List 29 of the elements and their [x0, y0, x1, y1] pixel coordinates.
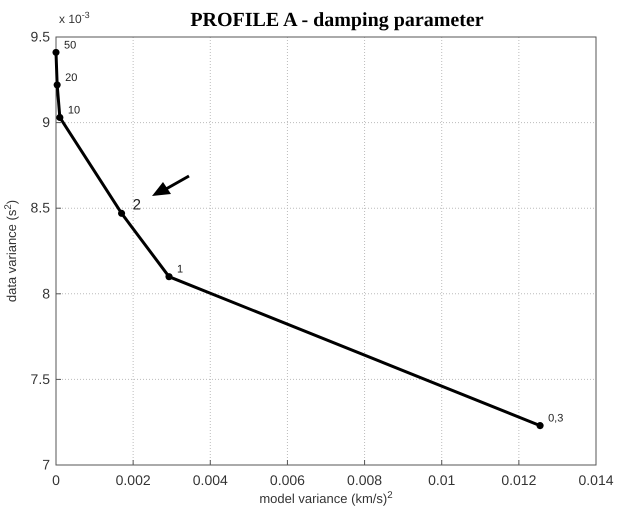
annotation: 2 — [132, 196, 141, 214]
point — [56, 114, 64, 122]
x-tick-label: 0 — [52, 472, 60, 488]
annotation: 10 — [68, 104, 80, 116]
x-tick-label: 0.008 — [347, 472, 382, 488]
annotation: 20 — [65, 72, 78, 84]
x-tick-label: 0.006 — [270, 472, 306, 488]
point — [52, 48, 60, 56]
y-tick-label: 7.5 — [30, 370, 50, 387]
point — [165, 273, 173, 280]
annotation: 50 — [64, 39, 76, 52]
annotation: 0,3 — [548, 412, 564, 425]
x-tick-label: 0.004 — [192, 472, 228, 488]
y-tick-label: 9 — [42, 114, 50, 130]
chart-title: PROFILE A - damping parameter — [190, 9, 484, 31]
point — [536, 422, 544, 430]
y-tick-label: 8.5 — [30, 200, 50, 216]
y-tick-label: 9.5 — [30, 28, 50, 44]
x-tick-label: 0.014 — [578, 472, 614, 488]
point — [54, 81, 61, 88]
x-axis-title: model variance (km/s)$^{2}$ — [259, 490, 393, 506]
x-tick-label: 0.002 — [116, 472, 151, 488]
x-tick-label: 0.01 — [428, 472, 456, 488]
text: x 10$^{-3}$ — [59, 10, 90, 26]
y-tick-label: 8 — [42, 285, 50, 302]
x-tick-label: 0.012 — [501, 472, 537, 488]
y-tick-label: 7 — [42, 456, 50, 472]
point — [118, 210, 126, 217]
annotation: 1 — [177, 264, 184, 276]
